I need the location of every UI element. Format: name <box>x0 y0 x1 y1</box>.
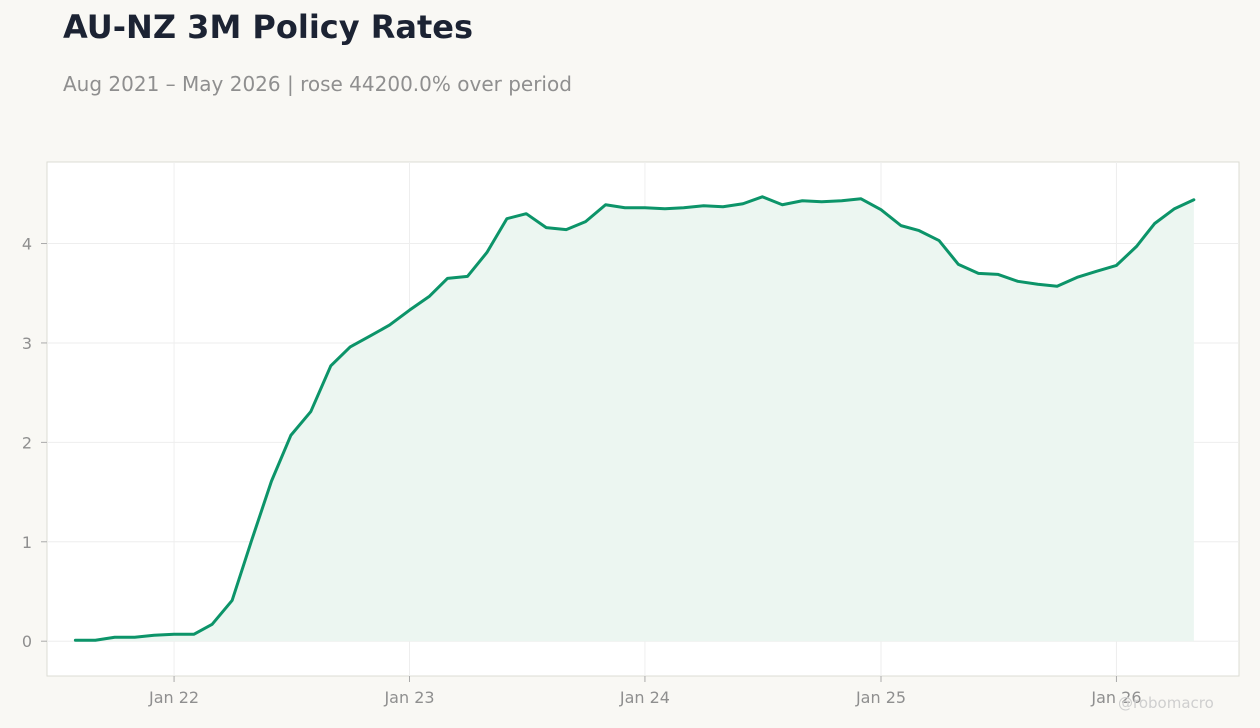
data-point <box>623 206 627 210</box>
data-point <box>663 207 667 211</box>
series-line <box>73 195 1196 642</box>
data-point <box>152 633 156 637</box>
data-point <box>368 334 372 338</box>
data-point <box>760 195 764 199</box>
data-point <box>584 220 588 224</box>
data-point <box>1094 269 1098 273</box>
data-point <box>840 199 844 203</box>
data-point <box>113 635 117 639</box>
data-point <box>192 632 196 636</box>
data-point <box>1075 275 1079 279</box>
data-point <box>1055 284 1059 288</box>
data-point <box>1134 245 1138 249</box>
data-point <box>899 224 903 228</box>
y-tick-label: 2 <box>22 433 32 452</box>
data-point <box>721 205 725 209</box>
data-point <box>230 598 234 602</box>
data-point <box>780 203 784 207</box>
data-point <box>564 228 568 232</box>
x-tick-label: Jan 26 <box>1090 688 1141 707</box>
data-point <box>485 250 489 254</box>
data-point <box>604 203 608 207</box>
data-point <box>309 410 313 414</box>
tick-layer: 0 1 2 3 4 Jan 22 Jan 23 Jan 24 Jan 25 Jan 26 <box>22 235 1142 707</box>
data-point <box>820 200 824 204</box>
data-point <box>329 364 333 368</box>
data-point <box>996 272 1000 276</box>
x-tick-label: Jan 25 <box>855 688 906 707</box>
data-point <box>917 229 921 233</box>
data-point <box>544 226 548 230</box>
data-point <box>702 204 706 208</box>
data-point <box>682 206 686 210</box>
data-point <box>976 271 980 275</box>
data-point <box>388 323 392 327</box>
data-point <box>1153 222 1157 226</box>
data-point <box>937 239 941 243</box>
data-point <box>1192 198 1196 202</box>
y-tick-label: 3 <box>22 334 32 353</box>
data-point <box>859 197 863 201</box>
data-point <box>1172 207 1176 211</box>
chart-subtitle: Aug 2021 – May 2026 | rose 44200.0% over… <box>63 72 572 96</box>
data-point <box>1036 282 1040 286</box>
data-point <box>210 622 214 626</box>
data-point <box>505 217 509 221</box>
data-point <box>408 308 412 312</box>
data-point <box>133 635 137 639</box>
x-tick-label: Jan 22 <box>148 688 199 707</box>
data-point <box>643 206 647 210</box>
chart-title: AU-NZ 3M Policy Rates <box>63 8 474 46</box>
data-point <box>348 345 352 349</box>
data-point <box>93 638 97 642</box>
data-point <box>172 632 176 636</box>
data-point <box>741 202 745 206</box>
watermark: @robomacro <box>1118 694 1214 712</box>
data-point <box>1114 263 1118 267</box>
data-point <box>446 276 450 280</box>
data-point <box>956 262 960 266</box>
area-fill <box>75 196 1194 642</box>
x-tick-label: Jan 24 <box>619 688 670 707</box>
y-tick-label: 1 <box>22 533 32 552</box>
y-tick-label: 0 <box>22 632 32 651</box>
data-point <box>800 199 804 203</box>
y-tick-label: 4 <box>22 235 32 254</box>
data-point <box>466 274 470 278</box>
data-point <box>249 539 253 543</box>
data-point <box>269 479 273 483</box>
x-tick-label: Jan 23 <box>383 688 434 707</box>
data-point <box>289 433 293 437</box>
data-point <box>879 208 883 212</box>
data-point <box>1016 279 1020 283</box>
data-point <box>524 212 528 216</box>
data-point <box>73 638 77 642</box>
data-point <box>427 294 431 298</box>
